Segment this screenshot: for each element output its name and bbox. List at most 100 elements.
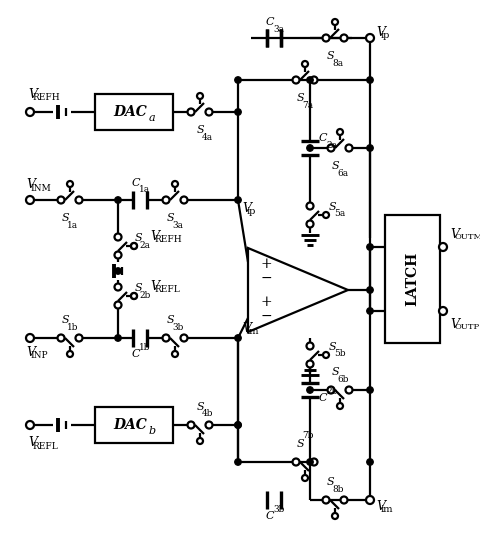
Text: C: C [132,349,140,359]
Text: REFL: REFL [155,284,180,294]
Circle shape [235,422,241,428]
Circle shape [307,459,313,465]
Circle shape [235,459,241,465]
Circle shape [311,458,317,465]
Circle shape [131,293,137,299]
Text: V: V [28,88,37,100]
Bar [95,94,173,130]
Circle shape [188,421,194,428]
Circle shape [323,352,329,358]
Circle shape [307,203,313,209]
Circle shape [115,251,121,258]
Text: V: V [26,346,35,359]
Text: C: C [132,178,140,188]
Circle shape [67,351,73,357]
Text: S: S [296,439,304,449]
Circle shape [131,243,137,249]
Text: 2b: 2b [326,386,338,396]
Text: −: − [260,309,272,323]
Circle shape [197,93,203,99]
Text: 3a: 3a [274,25,285,33]
Circle shape [26,421,34,429]
Circle shape [67,181,73,187]
Text: +: + [260,257,272,271]
Text: 6a: 6a [337,169,348,179]
Text: C: C [319,133,327,143]
Circle shape [307,342,313,349]
Text: 2a: 2a [140,240,151,250]
Circle shape [340,34,348,41]
Circle shape [180,335,188,342]
Circle shape [346,144,352,152]
Text: S: S [328,202,336,212]
Text: INP: INP [31,350,48,360]
Circle shape [337,403,343,409]
Text: S: S [61,315,69,325]
Circle shape [292,458,300,465]
Circle shape [340,496,348,504]
Text: 1a: 1a [139,185,151,195]
Text: S: S [166,213,174,223]
Text: im: im [381,505,393,513]
Text: 7a: 7a [302,101,313,111]
Circle shape [307,360,313,367]
Text: V: V [376,26,385,39]
Circle shape [337,129,343,135]
Circle shape [439,243,447,251]
Circle shape [307,145,313,151]
Text: 2b: 2b [139,290,151,300]
Text: V: V [242,202,251,215]
Circle shape [115,233,121,240]
Text: 1a: 1a [67,221,79,231]
Text: S: S [196,402,204,412]
Circle shape [346,386,352,393]
Circle shape [205,108,213,116]
Circle shape [26,196,34,204]
Circle shape [327,144,335,152]
Circle shape [367,308,373,314]
Text: S: S [331,161,339,171]
Text: S: S [61,213,69,223]
Circle shape [235,422,241,428]
Text: DAC: DAC [113,418,147,432]
Text: 7b: 7b [302,432,314,440]
Circle shape [235,197,241,203]
Text: S: S [296,93,304,103]
Text: 3a: 3a [172,221,183,231]
Circle shape [197,438,203,444]
Text: im: im [247,326,259,336]
Circle shape [131,293,137,299]
Text: C: C [319,393,327,403]
Text: S: S [134,283,142,293]
Text: a: a [149,113,156,123]
Circle shape [327,386,335,393]
Circle shape [323,34,329,41]
Text: S: S [326,477,334,487]
Circle shape [188,108,194,116]
Text: V: V [242,322,251,335]
Circle shape [58,197,64,203]
Text: 4b: 4b [201,409,213,419]
Text: ip: ip [381,31,390,40]
Circle shape [205,421,213,428]
Circle shape [302,61,308,67]
Text: 8b: 8b [332,485,344,494]
Text: INM: INM [31,184,51,192]
Circle shape [58,335,64,342]
Text: 5b: 5b [334,349,346,359]
Circle shape [367,77,373,83]
Text: 3b: 3b [273,505,285,513]
Circle shape [115,268,121,274]
Text: S: S [166,315,174,325]
Text: REFL: REFL [33,441,58,451]
Circle shape [131,243,137,249]
Circle shape [366,34,374,42]
Circle shape [439,307,447,315]
Circle shape [163,197,169,203]
Circle shape [367,287,373,293]
Text: LATCH: LATCH [406,252,420,306]
Text: S: S [326,51,334,61]
Text: 2a: 2a [326,141,337,149]
Circle shape [367,387,373,393]
Text: ip: ip [247,207,256,216]
